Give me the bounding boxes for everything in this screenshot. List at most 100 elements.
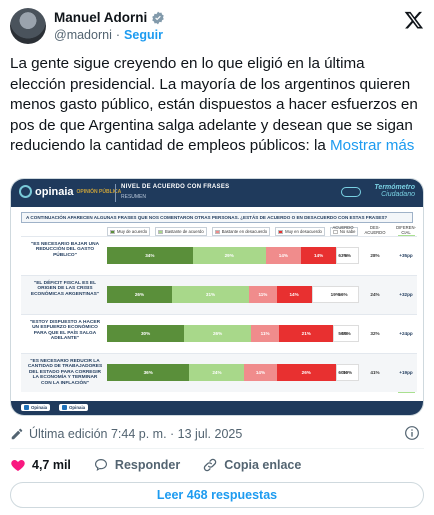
- stacked-bar: 26% 31% 11% 14% 19%: [107, 286, 359, 303]
- thermo-line-2: Ciudadano: [381, 191, 415, 198]
- legend-swatch: [158, 229, 164, 234]
- legend-label: Muy en desacuerdo: [285, 229, 322, 234]
- pct-desacuerdo: 41%: [370, 370, 380, 375]
- bar-segment: 26%: [107, 286, 172, 303]
- avatar[interactable]: [10, 8, 46, 44]
- row-label: "ES NECESARIO BAJAR UNA REDUCCIÓN DEL GA…: [30, 242, 100, 258]
- bar-segment: 19%: [311, 286, 359, 303]
- row-label: "ES NECESARIO REDUCIR LA CANTIDAD DE TRA…: [27, 359, 103, 386]
- bar-segment: 14%: [301, 247, 337, 264]
- post-meta: Última edición 7:44 p. m. · 13 jul. 2025: [10, 425, 424, 443]
- media-footer: Opinaia Opinaia: [11, 401, 423, 415]
- handle-separator: ·: [115, 28, 121, 42]
- linkedin-icon: [62, 405, 67, 410]
- media-brand-sub: OPINIÓN PÚBLICA: [76, 188, 122, 195]
- legend-item: Muy de acuerdo: [107, 227, 151, 236]
- post-text: La gente sigue creyendo en lo que eligió…: [10, 54, 424, 157]
- show-more-link[interactable]: Mostrar más: [330, 137, 415, 154]
- author-handle[interactable]: @madorni: [54, 28, 112, 42]
- post-header: Manuel Adorni @madorni · Seguir: [10, 6, 424, 46]
- col-desacuerdo: DES-ACUERDO: [364, 225, 386, 235]
- follow-button[interactable]: Seguir: [124, 28, 163, 42]
- pct-acuerdo: 60%: [338, 370, 348, 375]
- copy-link-button[interactable]: Copia enlace: [202, 457, 301, 473]
- like-button[interactable]: 4,7 mil: [10, 457, 71, 473]
- read-replies-button[interactable]: Leer 468 respuestas: [10, 482, 424, 508]
- col-acuerdo: ACUERDO: [332, 225, 354, 230]
- stacked-bar: 36% 24% 14% 26% 10%: [107, 364, 359, 381]
- pct-acuerdo: 56%: [338, 331, 348, 336]
- social-tag-1: Opinaia: [21, 404, 51, 411]
- media-thermo: Termómetro Ciudadano: [374, 184, 415, 198]
- link-icon: [203, 458, 217, 472]
- x-logo-icon[interactable]: [404, 10, 424, 30]
- copy-link-label: Copia enlace: [224, 458, 302, 472]
- legend-item: Muy en desacuerdo: [275, 227, 325, 236]
- edit-pencil-icon: [11, 428, 23, 440]
- pct-acuerdo: 56%: [338, 292, 348, 297]
- bar-segment: 14%: [276, 286, 312, 303]
- legend-swatch: [278, 229, 284, 234]
- edited-timestamp[interactable]: Última edición 7:44 p. m. · 13 jul. 2025: [29, 427, 243, 441]
- stacked-bar: 34% 29% 14% 14% 9%: [107, 247, 359, 264]
- pct-desacuerdo: 32%: [370, 331, 380, 336]
- pct-acuerdo: 63%: [338, 253, 348, 258]
- pct-desacuerdo: 28%: [370, 253, 380, 258]
- heart-icon: [11, 460, 25, 471]
- social-label-1: Opinaia: [31, 405, 48, 410]
- bar-segment: 14%: [265, 247, 302, 264]
- legend-swatch: [214, 229, 220, 234]
- legend-label: Muy de acuerdo: [117, 229, 148, 234]
- opinaia-logo-icon: [19, 185, 32, 198]
- bar-segment: 31%: [171, 286, 250, 303]
- post-media-image[interactable]: opinaia OPINIÓN PÚBLICA NIVEL DE ACUERDO…: [10, 178, 424, 416]
- bar-segment: 30%: [107, 325, 185, 342]
- bar-segment: 24%: [189, 364, 245, 381]
- media-question: A CONTINUACIÓN APARECEN ALGUNAS FRASES Q…: [21, 212, 413, 223]
- bar-segment: 21%: [279, 325, 334, 342]
- name-row: Manuel Adorni: [54, 10, 165, 25]
- verified-badge-icon: [152, 11, 165, 24]
- diff-value: +19pp: [399, 370, 413, 375]
- bar-segment: 26%: [276, 364, 337, 381]
- post-actions: 4,7 mil Responder Copia enlace: [10, 454, 424, 476]
- bar-segment: 34%: [107, 247, 193, 264]
- author-name[interactable]: Manuel Adorni: [54, 10, 148, 25]
- bar-segment: 9%: [336, 247, 359, 264]
- media-legend: Muy de acuerdo Bastante de acuerdo Bastant…: [107, 227, 359, 236]
- bar-segment: 11%: [249, 286, 277, 303]
- row-label: "ESTOY DISPUESTO A HACER UN ESFUERZO ECO…: [29, 320, 101, 342]
- handle-row: @madorni · Seguir: [54, 28, 163, 42]
- bar-segment: 10%: [333, 325, 359, 342]
- media-title: NIVEL DE ACUERDO CON FRASES: [121, 184, 230, 190]
- col-diferencial: DIFEREN-CIAL: [396, 225, 416, 235]
- media-header-divider: [115, 184, 116, 202]
- bar-segment: 14%: [244, 364, 277, 381]
- social-label-2: Opinaia: [69, 405, 86, 410]
- thermo-line-1: Termómetro: [374, 184, 415, 191]
- legend-swatch: [332, 229, 338, 234]
- bar-segment: 11%: [250, 325, 280, 342]
- bar-segment: 36%: [107, 364, 190, 381]
- legend-label: No sabe: [339, 229, 356, 234]
- diff-value: +32pp: [399, 292, 413, 297]
- meta-divider: [10, 448, 424, 449]
- media-logo: opinaia OPINIÓN PÚBLICA: [19, 185, 121, 198]
- reply-bubble-icon: [94, 459, 107, 471]
- social-tag-2: Opinaia: [59, 404, 89, 411]
- legend-swatch: [110, 229, 115, 234]
- diff-value: +35pp: [399, 253, 413, 258]
- legend-label: Bastante en desacuerdo: [221, 229, 268, 234]
- pct-desacuerdo: 24%: [370, 292, 380, 297]
- twitter-icon: [24, 405, 29, 410]
- reply-button[interactable]: Responder: [93, 457, 180, 473]
- media-brand: opinaia: [35, 185, 74, 198]
- legend-item: No sabe: [329, 227, 359, 236]
- media-subtitle: RESUMEN: [121, 194, 147, 200]
- legend-item: Bastante de acuerdo: [155, 227, 207, 236]
- info-icon[interactable]: [404, 425, 420, 441]
- thermometer-badge-icon: [341, 187, 361, 197]
- like-count: 4,7 mil: [32, 458, 71, 472]
- media-header: opinaia OPINIÓN PÚBLICA NIVEL DE ACUERDO…: [11, 179, 423, 207]
- row-label: "EL DÉFICIT FISCAL ES EL ORIGEN DE LAS C…: [30, 281, 100, 297]
